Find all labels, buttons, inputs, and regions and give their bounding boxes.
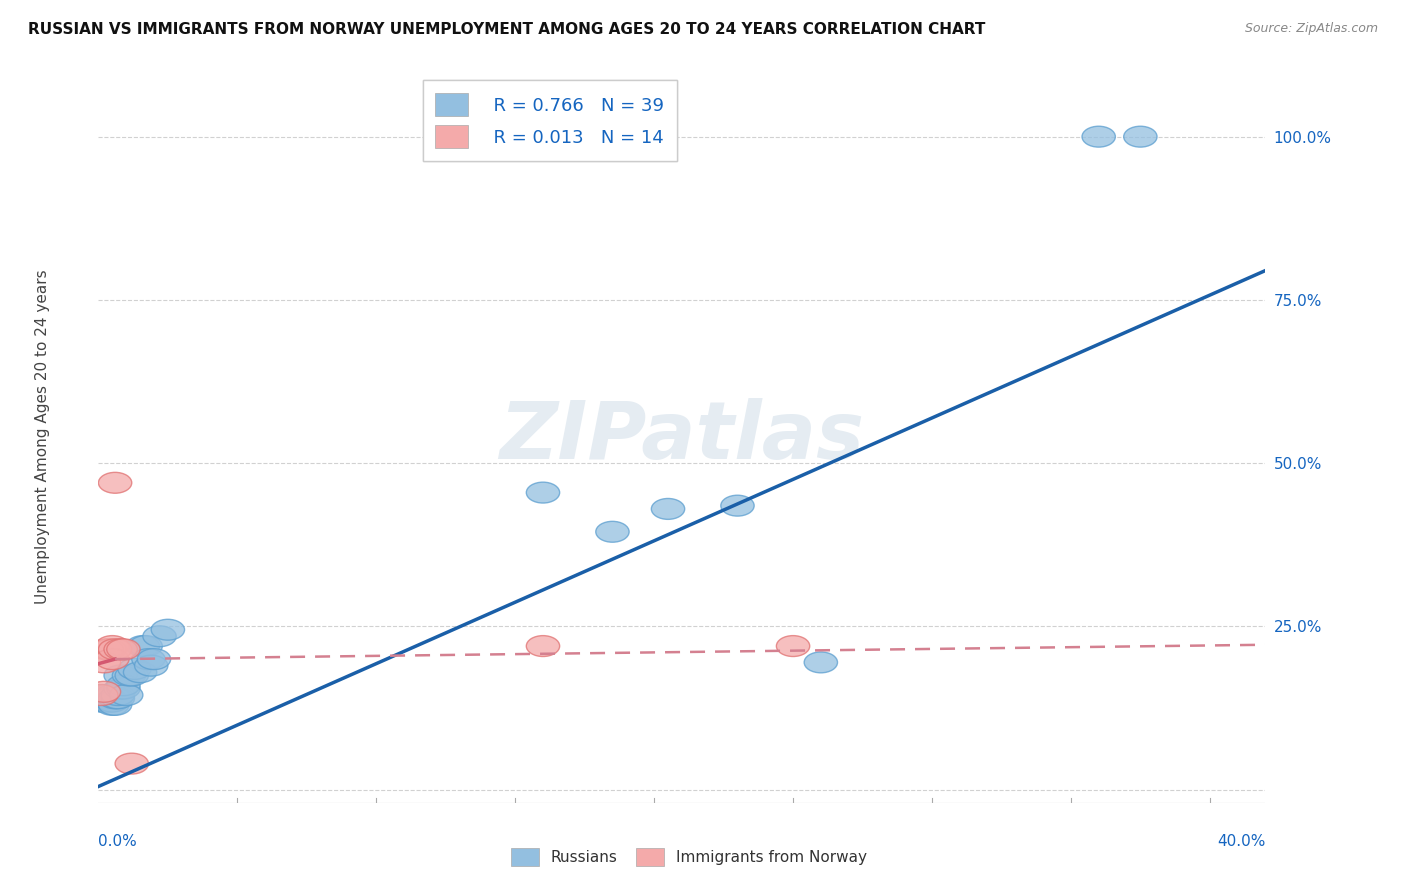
Legend: Russians, Immigrants from Norway: Russians, Immigrants from Norway [503, 841, 875, 873]
Text: 0.0%: 0.0% [98, 834, 138, 849]
Ellipse shape [84, 684, 118, 706]
Ellipse shape [98, 688, 132, 709]
Ellipse shape [90, 639, 124, 660]
Ellipse shape [87, 681, 121, 702]
Ellipse shape [138, 648, 170, 670]
Ellipse shape [93, 639, 127, 660]
Ellipse shape [98, 473, 132, 493]
Ellipse shape [107, 639, 141, 660]
Ellipse shape [96, 636, 129, 657]
Ellipse shape [135, 656, 167, 676]
Ellipse shape [651, 499, 685, 519]
Ellipse shape [143, 626, 176, 647]
Ellipse shape [96, 684, 129, 706]
Ellipse shape [124, 662, 157, 682]
Ellipse shape [93, 691, 127, 712]
Ellipse shape [152, 619, 184, 640]
Ellipse shape [804, 652, 838, 673]
Ellipse shape [90, 684, 124, 706]
Ellipse shape [127, 636, 159, 657]
Ellipse shape [107, 678, 141, 699]
Ellipse shape [96, 691, 129, 712]
Ellipse shape [110, 684, 143, 706]
Ellipse shape [107, 675, 141, 696]
Ellipse shape [1123, 126, 1157, 147]
Text: ZIPatlas: ZIPatlas [499, 398, 865, 476]
Ellipse shape [115, 665, 149, 686]
Ellipse shape [98, 639, 132, 660]
Ellipse shape [104, 639, 138, 660]
Ellipse shape [93, 688, 127, 709]
Ellipse shape [1083, 126, 1115, 147]
Ellipse shape [526, 636, 560, 657]
Y-axis label: Unemployment Among Ages 20 to 24 years: Unemployment Among Ages 20 to 24 years [35, 269, 51, 605]
Ellipse shape [118, 658, 152, 680]
Ellipse shape [129, 636, 162, 657]
Ellipse shape [112, 665, 146, 686]
Text: 40.0%: 40.0% [1218, 834, 1265, 849]
Ellipse shape [101, 688, 135, 709]
Ellipse shape [90, 688, 124, 709]
Ellipse shape [87, 684, 121, 706]
Ellipse shape [721, 495, 754, 516]
Ellipse shape [90, 691, 124, 712]
Ellipse shape [115, 753, 149, 774]
Ellipse shape [87, 691, 121, 712]
Legend:   R = 0.766   N = 39,   R = 0.013   N = 14: R = 0.766 N = 39, R = 0.013 N = 14 [423, 80, 676, 161]
Ellipse shape [104, 665, 138, 686]
Ellipse shape [96, 648, 129, 670]
Ellipse shape [132, 648, 165, 670]
Ellipse shape [101, 684, 135, 706]
Text: Source: ZipAtlas.com: Source: ZipAtlas.com [1244, 22, 1378, 36]
Ellipse shape [526, 483, 560, 503]
Ellipse shape [596, 521, 628, 542]
Ellipse shape [84, 684, 118, 706]
Ellipse shape [87, 652, 121, 673]
Text: RUSSIAN VS IMMIGRANTS FROM NORWAY UNEMPLOYMENT AMONG AGES 20 TO 24 YEARS CORRELA: RUSSIAN VS IMMIGRANTS FROM NORWAY UNEMPL… [28, 22, 986, 37]
Ellipse shape [104, 678, 138, 699]
Ellipse shape [84, 691, 118, 712]
Ellipse shape [98, 694, 132, 715]
Ellipse shape [776, 636, 810, 657]
Ellipse shape [96, 694, 129, 715]
